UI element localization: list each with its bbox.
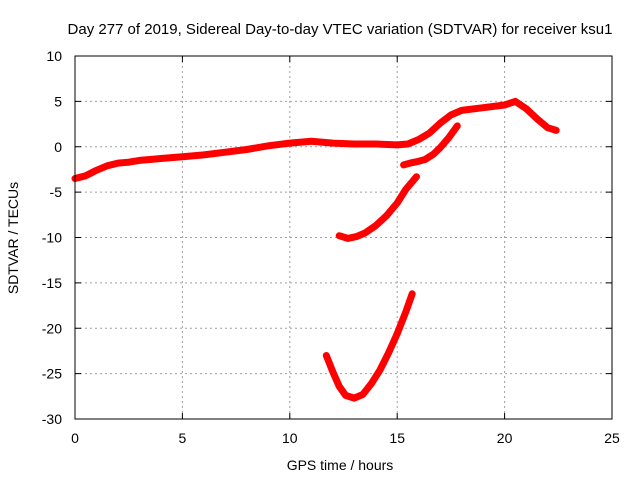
x-tick-label: 25: [604, 430, 620, 446]
x-tick-label: 10: [282, 430, 298, 446]
chart-title: Day 277 of 2019, Sidereal Day-to-day VTE…: [68, 21, 613, 38]
x-axis-label: GPS time / hours: [287, 457, 394, 473]
y-tick-label: 10: [46, 48, 62, 64]
data-series: [71, 97, 560, 402]
series-line-main: [71, 97, 560, 182]
y-tick-label: -5: [50, 184, 63, 200]
y-tick-label: -20: [42, 320, 62, 336]
y-axis-label: SDTVAR / TECUs: [5, 182, 21, 294]
y-tick-label: -10: [42, 230, 62, 246]
gridlines: [75, 56, 612, 419]
x-tick-label: 0: [71, 430, 79, 446]
series-line-arc-middle: [335, 173, 420, 242]
series-line-arc-upper: [400, 122, 461, 169]
y-tick-label: -30: [42, 411, 62, 427]
y-tick-label: -25: [42, 366, 62, 382]
x-tick-label: 5: [179, 430, 187, 446]
y-tick-label: 0: [54, 139, 62, 155]
axis-ticks: 0 5 10 15 20 25 -30 -25 -20 -15 -10 -5 0 5 10: [42, 48, 620, 446]
y-tick-label: -15: [42, 275, 62, 291]
x-tick-label: 15: [389, 430, 405, 446]
y-tick-label: 5: [54, 93, 62, 109]
series-line-arc-lower: [322, 290, 416, 402]
x-tick-label: 20: [497, 430, 513, 446]
